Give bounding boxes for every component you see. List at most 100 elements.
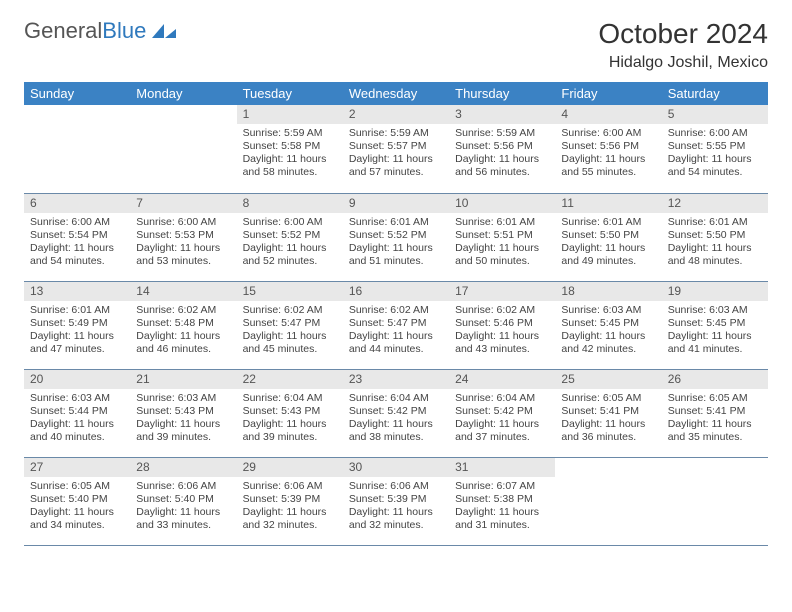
- daylight-text: Daylight: 11 hours and 44 minutes.: [349, 330, 443, 356]
- day-number: 8: [237, 194, 343, 213]
- sunset-text: Sunset: 5:55 PM: [668, 140, 762, 153]
- day-details: Sunrise: 6:01 AMSunset: 5:51 PMDaylight:…: [449, 213, 555, 273]
- calendar-cell: [662, 457, 768, 545]
- title-block: October 2024 Hidalgo Joshil, Mexico: [598, 18, 768, 72]
- calendar-week: 27Sunrise: 6:05 AMSunset: 5:40 PMDayligh…: [24, 457, 768, 545]
- day-number: 19: [662, 282, 768, 301]
- weekday-header: Thursday: [449, 82, 555, 105]
- day-details: Sunrise: 6:05 AMSunset: 5:41 PMDaylight:…: [662, 389, 768, 449]
- sunrise-text: Sunrise: 6:06 AM: [349, 480, 443, 493]
- daylight-text: Daylight: 11 hours and 55 minutes.: [561, 153, 655, 179]
- sunrise-text: Sunrise: 5:59 AM: [349, 127, 443, 140]
- day-details: Sunrise: 5:59 AMSunset: 5:56 PMDaylight:…: [449, 124, 555, 184]
- sunset-text: Sunset: 5:42 PM: [455, 405, 549, 418]
- calendar-cell: 27Sunrise: 6:05 AMSunset: 5:40 PMDayligh…: [24, 457, 130, 545]
- daylight-text: Daylight: 11 hours and 34 minutes.: [30, 506, 124, 532]
- sunrise-text: Sunrise: 6:06 AM: [136, 480, 230, 493]
- calendar-cell: 25Sunrise: 6:05 AMSunset: 5:41 PMDayligh…: [555, 369, 661, 457]
- calendar-cell: 16Sunrise: 6:02 AMSunset: 5:47 PMDayligh…: [343, 281, 449, 369]
- day-number: 4: [555, 105, 661, 124]
- calendar-week: 13Sunrise: 6:01 AMSunset: 5:49 PMDayligh…: [24, 281, 768, 369]
- sunrise-text: Sunrise: 6:00 AM: [561, 127, 655, 140]
- sunset-text: Sunset: 5:43 PM: [136, 405, 230, 418]
- sunrise-text: Sunrise: 5:59 AM: [243, 127, 337, 140]
- day-number: 9: [343, 194, 449, 213]
- calendar-cell: 18Sunrise: 6:03 AMSunset: 5:45 PMDayligh…: [555, 281, 661, 369]
- calendar-week: 6Sunrise: 6:00 AMSunset: 5:54 PMDaylight…: [24, 193, 768, 281]
- day-number: 3: [449, 105, 555, 124]
- sunset-text: Sunset: 5:40 PM: [136, 493, 230, 506]
- day-details: Sunrise: 5:59 AMSunset: 5:57 PMDaylight:…: [343, 124, 449, 184]
- day-details: Sunrise: 6:07 AMSunset: 5:38 PMDaylight:…: [449, 477, 555, 537]
- sunrise-text: Sunrise: 6:07 AM: [455, 480, 549, 493]
- sunrise-text: Sunrise: 6:01 AM: [561, 216, 655, 229]
- day-details: Sunrise: 6:00 AMSunset: 5:54 PMDaylight:…: [24, 213, 130, 273]
- day-details: Sunrise: 6:03 AMSunset: 5:44 PMDaylight:…: [24, 389, 130, 449]
- logo-text: GeneralBlue: [24, 18, 146, 44]
- calendar-cell: 5Sunrise: 6:00 AMSunset: 5:55 PMDaylight…: [662, 105, 768, 193]
- daylight-text: Daylight: 11 hours and 47 minutes.: [30, 330, 124, 356]
- day-details: Sunrise: 6:00 AMSunset: 5:55 PMDaylight:…: [662, 124, 768, 184]
- sunset-text: Sunset: 5:56 PM: [561, 140, 655, 153]
- day-number: 13: [24, 282, 130, 301]
- calendar-table: SundayMondayTuesdayWednesdayThursdayFrid…: [24, 82, 768, 546]
- sunset-text: Sunset: 5:58 PM: [243, 140, 337, 153]
- logo-sail-icon: [150, 22, 178, 40]
- sunrise-text: Sunrise: 6:01 AM: [349, 216, 443, 229]
- day-number: 14: [130, 282, 236, 301]
- sunset-text: Sunset: 5:41 PM: [561, 405, 655, 418]
- sunrise-text: Sunrise: 6:05 AM: [668, 392, 762, 405]
- sunrise-text: Sunrise: 5:59 AM: [455, 127, 549, 140]
- header: GeneralBlue October 2024 Hidalgo Joshil,…: [24, 18, 768, 72]
- logo-word2: Blue: [102, 18, 146, 43]
- sunrise-text: Sunrise: 6:02 AM: [349, 304, 443, 317]
- sunset-text: Sunset: 5:45 PM: [668, 317, 762, 330]
- calendar-cell: 20Sunrise: 6:03 AMSunset: 5:44 PMDayligh…: [24, 369, 130, 457]
- daylight-text: Daylight: 11 hours and 54 minutes.: [30, 242, 124, 268]
- daylight-text: Daylight: 11 hours and 46 minutes.: [136, 330, 230, 356]
- calendar-header-row: SundayMondayTuesdayWednesdayThursdayFrid…: [24, 82, 768, 105]
- day-details: Sunrise: 6:04 AMSunset: 5:43 PMDaylight:…: [237, 389, 343, 449]
- calendar-cell: [555, 457, 661, 545]
- daylight-text: Daylight: 11 hours and 39 minutes.: [136, 418, 230, 444]
- sunrise-text: Sunrise: 6:04 AM: [243, 392, 337, 405]
- sunset-text: Sunset: 5:39 PM: [349, 493, 443, 506]
- day-details: Sunrise: 6:06 AMSunset: 5:39 PMDaylight:…: [343, 477, 449, 537]
- day-details: Sunrise: 6:05 AMSunset: 5:40 PMDaylight:…: [24, 477, 130, 537]
- sunrise-text: Sunrise: 6:02 AM: [243, 304, 337, 317]
- day-details: Sunrise: 6:06 AMSunset: 5:40 PMDaylight:…: [130, 477, 236, 537]
- day-details: Sunrise: 6:04 AMSunset: 5:42 PMDaylight:…: [343, 389, 449, 449]
- calendar-cell: 13Sunrise: 6:01 AMSunset: 5:49 PMDayligh…: [24, 281, 130, 369]
- daylight-text: Daylight: 11 hours and 37 minutes.: [455, 418, 549, 444]
- weekday-header: Tuesday: [237, 82, 343, 105]
- calendar-cell: 28Sunrise: 6:06 AMSunset: 5:40 PMDayligh…: [130, 457, 236, 545]
- sunrise-text: Sunrise: 6:03 AM: [668, 304, 762, 317]
- sunset-text: Sunset: 5:47 PM: [349, 317, 443, 330]
- sunset-text: Sunset: 5:53 PM: [136, 229, 230, 242]
- day-details: Sunrise: 6:03 AMSunset: 5:45 PMDaylight:…: [662, 301, 768, 361]
- daylight-text: Daylight: 11 hours and 41 minutes.: [668, 330, 762, 356]
- day-number: 10: [449, 194, 555, 213]
- daylight-text: Daylight: 11 hours and 39 minutes.: [243, 418, 337, 444]
- day-number: 27: [24, 458, 130, 477]
- sunset-text: Sunset: 5:51 PM: [455, 229, 549, 242]
- day-details: Sunrise: 6:00 AMSunset: 5:53 PMDaylight:…: [130, 213, 236, 273]
- day-number: 29: [237, 458, 343, 477]
- calendar-cell: 19Sunrise: 6:03 AMSunset: 5:45 PMDayligh…: [662, 281, 768, 369]
- calendar-cell: 10Sunrise: 6:01 AMSunset: 5:51 PMDayligh…: [449, 193, 555, 281]
- sunset-text: Sunset: 5:57 PM: [349, 140, 443, 153]
- day-details: Sunrise: 6:06 AMSunset: 5:39 PMDaylight:…: [237, 477, 343, 537]
- daylight-text: Daylight: 11 hours and 57 minutes.: [349, 153, 443, 179]
- calendar-cell: 2Sunrise: 5:59 AMSunset: 5:57 PMDaylight…: [343, 105, 449, 193]
- daylight-text: Daylight: 11 hours and 49 minutes.: [561, 242, 655, 268]
- calendar-week: 20Sunrise: 6:03 AMSunset: 5:44 PMDayligh…: [24, 369, 768, 457]
- day-details: Sunrise: 6:01 AMSunset: 5:50 PMDaylight:…: [555, 213, 661, 273]
- day-details: Sunrise: 6:01 AMSunset: 5:52 PMDaylight:…: [343, 213, 449, 273]
- day-number: 2: [343, 105, 449, 124]
- sunset-text: Sunset: 5:52 PM: [349, 229, 443, 242]
- sunset-text: Sunset: 5:50 PM: [668, 229, 762, 242]
- daylight-text: Daylight: 11 hours and 35 minutes.: [668, 418, 762, 444]
- daylight-text: Daylight: 11 hours and 53 minutes.: [136, 242, 230, 268]
- sunrise-text: Sunrise: 6:02 AM: [136, 304, 230, 317]
- day-number: 12: [662, 194, 768, 213]
